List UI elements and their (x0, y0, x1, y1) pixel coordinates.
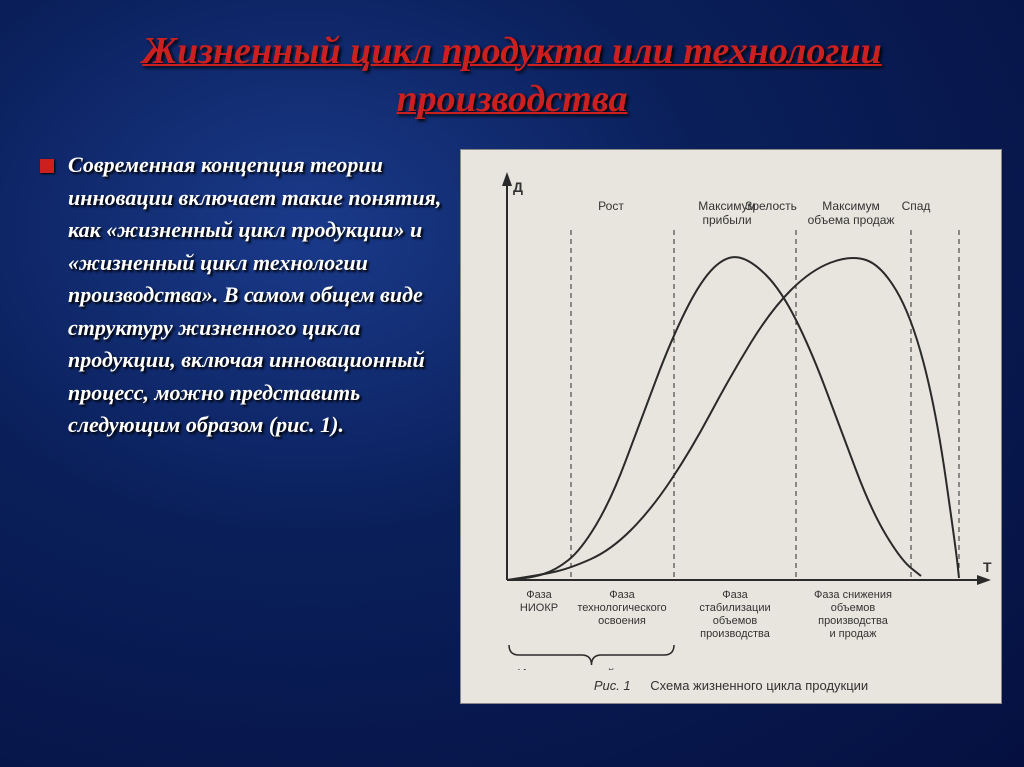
svg-text:Спад: Спад (902, 199, 931, 213)
figure-caption-text: Схема жизненного цикла продукции (650, 678, 868, 693)
svg-text:Фаза: Фаза (526, 589, 552, 601)
slide-title: Жизненный цикл продукта или технологии п… (0, 0, 1024, 141)
svg-text:Инновационный процесс: Инновационный процесс (516, 666, 667, 670)
svg-text:прибыли: прибыли (702, 213, 751, 227)
svg-text:Фаза: Фаза (722, 589, 748, 601)
svg-text:НИОКР: НИОКР (520, 602, 558, 614)
bullet-marker (40, 159, 54, 173)
figure-number: Рис. 1 (594, 678, 631, 693)
svg-text:производства: производства (818, 615, 889, 627)
chart-svg: ДTРостМаксимумприбылиЗрелостьМаксимумобъ… (461, 150, 1001, 670)
text-column: Современная концепция теории инновации в… (24, 149, 444, 704)
lifecycle-chart: ДTРостМаксимумприбылиЗрелостьМаксимумобъ… (460, 149, 1002, 704)
content-area: Современная концепция теории инновации в… (0, 141, 1024, 724)
svg-text:Рост: Рост (598, 199, 624, 213)
svg-text:Фаза снижения: Фаза снижения (814, 589, 892, 601)
svg-text:объема продаж: объема продаж (808, 213, 895, 227)
svg-text:освоения: освоения (598, 615, 646, 627)
svg-text:технологического: технологического (577, 602, 666, 614)
svg-text:объемов: объемов (831, 602, 876, 614)
svg-text:производства: производства (700, 628, 771, 640)
svg-text:T: T (983, 559, 992, 575)
body-paragraph: Современная концепция теории инновации в… (68, 149, 444, 442)
svg-text:Максимум: Максимум (822, 199, 879, 213)
svg-text:Зрелость: Зрелость (745, 199, 797, 213)
svg-text:объемов: объемов (713, 615, 758, 627)
svg-text:Д: Д (513, 179, 523, 195)
svg-text:стабилизации: стабилизации (699, 602, 770, 614)
svg-text:и продаж: и продаж (829, 628, 877, 640)
figure-caption: Рис. 1 Схема жизненного цикла продукции (461, 670, 1001, 699)
bullet-item: Современная концепция теории инновации в… (40, 149, 444, 442)
svg-text:Фаза: Фаза (609, 589, 635, 601)
